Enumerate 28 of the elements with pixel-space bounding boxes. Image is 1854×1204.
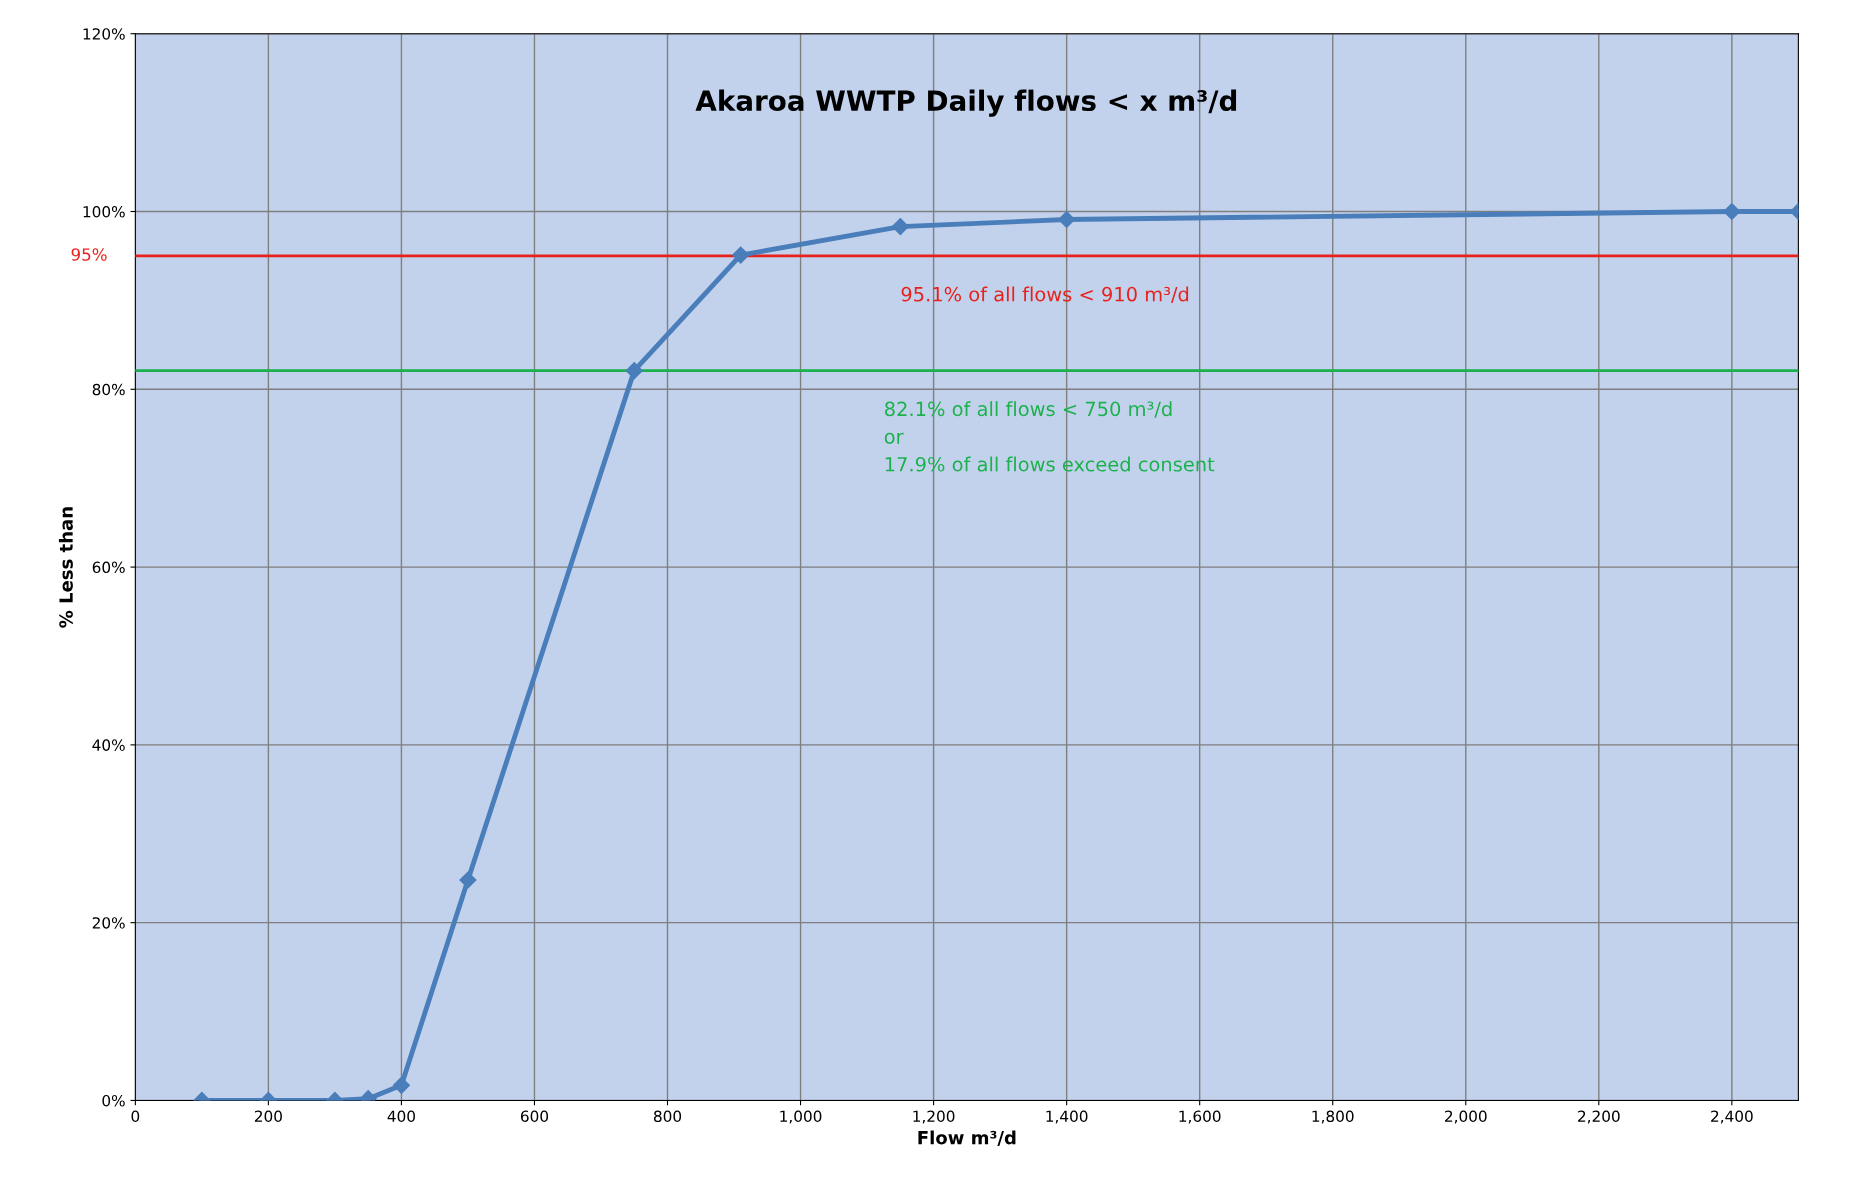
x-tick-label: 800 (653, 1110, 682, 1122)
x-tick-label: 600 (520, 1110, 549, 1122)
point (891, 218, 909, 236)
y-tick-label: 120% (83, 28, 125, 40)
x-tick-label: 2,000 (1445, 1110, 1487, 1124)
x-tick-label: 2,400 (1711, 1110, 1753, 1124)
annotation: 95.1% of all flows < 910 m³/d (901, 286, 1189, 304)
y-tick-label: 80% (92, 383, 125, 396)
x-tick-label: 400 (387, 1110, 415, 1122)
ref-line-label: 95% (71, 248, 107, 261)
y-tick-label: 40% (92, 739, 125, 751)
x-axis-title: Flow m³/d (918, 1130, 1016, 1146)
y-axis-title: % Less than (58, 507, 73, 628)
y-tick-label: 100% (83, 205, 125, 218)
text: Akaroa WWTP Daily flows < x m³/d (695, 89, 1237, 117)
x-tick-label: 1,800 (1312, 1110, 1354, 1124)
x-tick-label: 1,400 (1046, 1110, 1088, 1124)
x-tick-label: 1,200 (913, 1110, 955, 1124)
x-tick-label: 0 (131, 1110, 140, 1122)
point (732, 246, 750, 264)
y-tick-label: 0% (102, 1094, 125, 1107)
x-tick-label: 1,000 (780, 1110, 822, 1124)
y-tick-label: 60% (92, 561, 125, 574)
x-tick-label: 200 (254, 1110, 282, 1122)
x-tick-label: 1,600 (1179, 1110, 1221, 1124)
x-tick-label: 2,200 (1578, 1110, 1620, 1124)
point (625, 362, 643, 380)
y-tick-label: 20% (92, 917, 125, 929)
